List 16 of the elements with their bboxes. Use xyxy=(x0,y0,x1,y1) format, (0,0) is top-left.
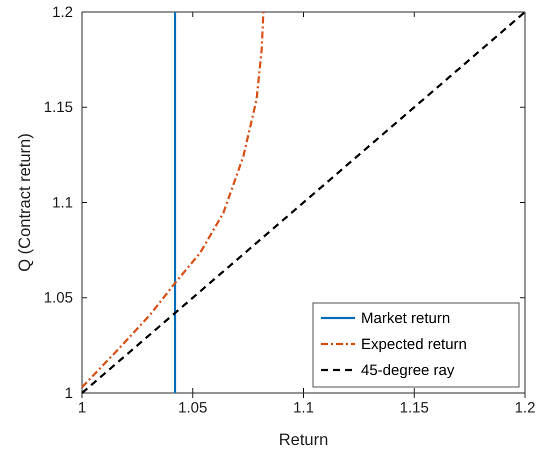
x-tick-label: 1.1 xyxy=(293,400,314,417)
x-axis-title: Return xyxy=(278,431,328,449)
y-tick-label: 1.15 xyxy=(44,99,73,116)
legend-label: 45-degree ray xyxy=(361,362,455,379)
y-axis-title: Q (Contract return) xyxy=(16,133,34,272)
y-tick-label: 1.2 xyxy=(52,4,73,21)
x-tick-label: 1.15 xyxy=(400,400,429,417)
y-tick-label: 1.1 xyxy=(52,194,73,212)
x-tick-label: 1.2 xyxy=(514,400,536,417)
legend-label: Expected return xyxy=(361,336,467,353)
line-series xyxy=(80,10,265,388)
x-tick-label: 1.05 xyxy=(178,400,208,417)
y-tick-label: 1 xyxy=(64,384,73,402)
legend-label: Market return xyxy=(361,310,450,327)
x-tick-label: 1 xyxy=(78,400,86,417)
y-tick-label: 1.05 xyxy=(44,290,73,307)
